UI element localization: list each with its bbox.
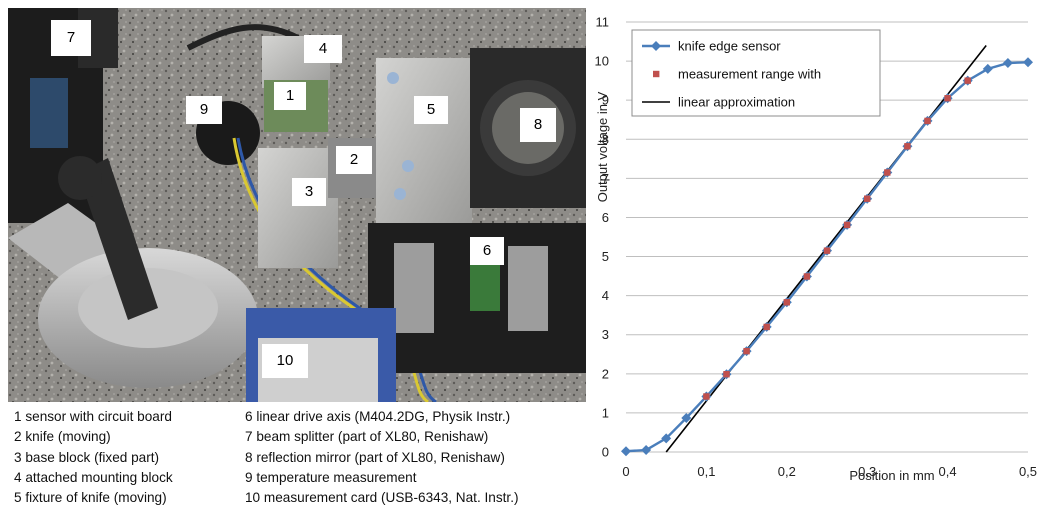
legend-label: knife edge sensor — [678, 39, 781, 54]
chart-series — [621, 44, 1033, 457]
voltage-chart: 0 1 2 3 4 5 6 7 8 9 10 11 0 0,1 0,2 0,3 0,4 0,5 Output v… — [590, 0, 1043, 513]
sensor-point — [641, 445, 652, 456]
x-axis-title: Position in mm — [849, 468, 934, 483]
range-point — [944, 95, 951, 102]
legend-range-swatch — [653, 70, 660, 78]
y-tick-label: 11 — [596, 15, 610, 30]
chart-canvas: 0 1 2 3 4 5 6 7 8 9 10 11 0 0,1 0,2 0,3 0,4 0,5 Output v… — [595, 15, 1038, 484]
range-point — [763, 323, 770, 331]
caption-item-2: 2 knife (moving) — [14, 429, 111, 445]
y-axis-title: Output voltage in V — [595, 91, 610, 202]
caption-item-3: 3 base block (fixed part) — [14, 449, 160, 465]
chart-legend: knife edge sensor measurement range with l… — [631, 29, 881, 117]
range-point — [803, 273, 811, 280]
sensor-point — [1023, 57, 1033, 68]
x-tick-label: 0,4 — [939, 464, 957, 479]
range-point — [904, 143, 911, 150]
y-tick-label: 7 — [602, 171, 609, 186]
range-point — [884, 169, 891, 176]
photo-label-1: 1 — [274, 82, 306, 110]
photo-label-7: 7 — [51, 20, 91, 56]
y-tick-label: 1 — [602, 405, 609, 420]
y-tick-label: 0 — [602, 445, 609, 460]
range-point — [783, 299, 790, 306]
y-tick-label: 10 — [595, 54, 609, 69]
range-point — [843, 221, 851, 229]
chart-x-ticks: 0 0,1 0,2 0,3 0,4 0,5 — [622, 464, 1037, 479]
range-point — [864, 195, 871, 202]
x-tick-label: 0,2 — [778, 464, 796, 479]
sensor-point — [982, 63, 993, 74]
caption-item-9: 9 temperature measurement — [245, 469, 417, 485]
photo-label-10: 10 — [262, 344, 308, 378]
y-tick-label: 5 — [602, 249, 609, 264]
legend-sensor-marker — [651, 41, 661, 51]
photo-label-2: 2 — [336, 146, 372, 174]
legend-label: linear approximation — [678, 95, 795, 110]
caption-item-1: 1 sensor with circuit board — [14, 409, 172, 424]
sensor-point — [681, 412, 692, 423]
caption-item-5: 5 fixture of knife (moving) — [14, 490, 167, 506]
photo-label-4: 4 — [304, 35, 342, 63]
y-tick-label: 3 — [602, 327, 609, 342]
x-tick-label: 0 — [622, 464, 629, 479]
y-tick-label: 9 — [602, 93, 609, 108]
caption-item-8: 8 reflection mirror (part of XL80, Renis… — [245, 449, 505, 465]
caption-item-7: 7 beam splitter (part of XL80, Renishaw) — [245, 429, 489, 445]
caption-right-column: 6 linear drive axis (M404.2DG, Physik In… — [245, 407, 519, 508]
photo-label-3: 3 — [292, 178, 326, 206]
y-tick-label: 8 — [602, 132, 609, 147]
x-tick-label: 0,5 — [1019, 464, 1037, 479]
caption-item-4: 4 attached mounting block — [14, 469, 173, 485]
range-point — [964, 77, 971, 84]
sensor-point — [661, 433, 672, 444]
legend-box — [631, 29, 881, 117]
x-tick-label: 0,3 — [858, 464, 876, 479]
range-point — [723, 371, 730, 378]
photo-label-8: 8 — [520, 108, 556, 142]
caption-item-6: 6 linear drive axis (M404.2DG, Physik In… — [245, 409, 511, 424]
range-point — [703, 393, 710, 400]
y-tick-label: 4 — [602, 288, 609, 303]
y-tick-label: 6 — [602, 210, 609, 225]
setup-photo: 7 4 1 9 5 8 2 3 6 10 — [8, 8, 586, 402]
range-point — [823, 247, 831, 254]
x-tick-label: 0,1 — [697, 464, 715, 479]
photo-label-6: 6 — [470, 237, 504, 265]
sensor-point — [1002, 58, 1013, 69]
range-point — [743, 347, 750, 355]
legend-label: measurement range with — [678, 67, 821, 82]
chart-y-ticks: 0 1 2 3 4 5 6 7 8 9 10 11 — [595, 15, 609, 460]
caption-left-column: 1 sensor with circuit board 2 knife (mov… — [14, 407, 173, 508]
range-point — [924, 117, 931, 125]
y-tick-label: 2 — [602, 366, 609, 381]
sensor-point — [621, 446, 631, 457]
photo-label-5: 5 — [414, 96, 448, 124]
caption-item-10: 10 measurement card (USB-6343, Nat. Inst… — [245, 490, 519, 506]
photo-label-9: 9 — [186, 96, 222, 124]
